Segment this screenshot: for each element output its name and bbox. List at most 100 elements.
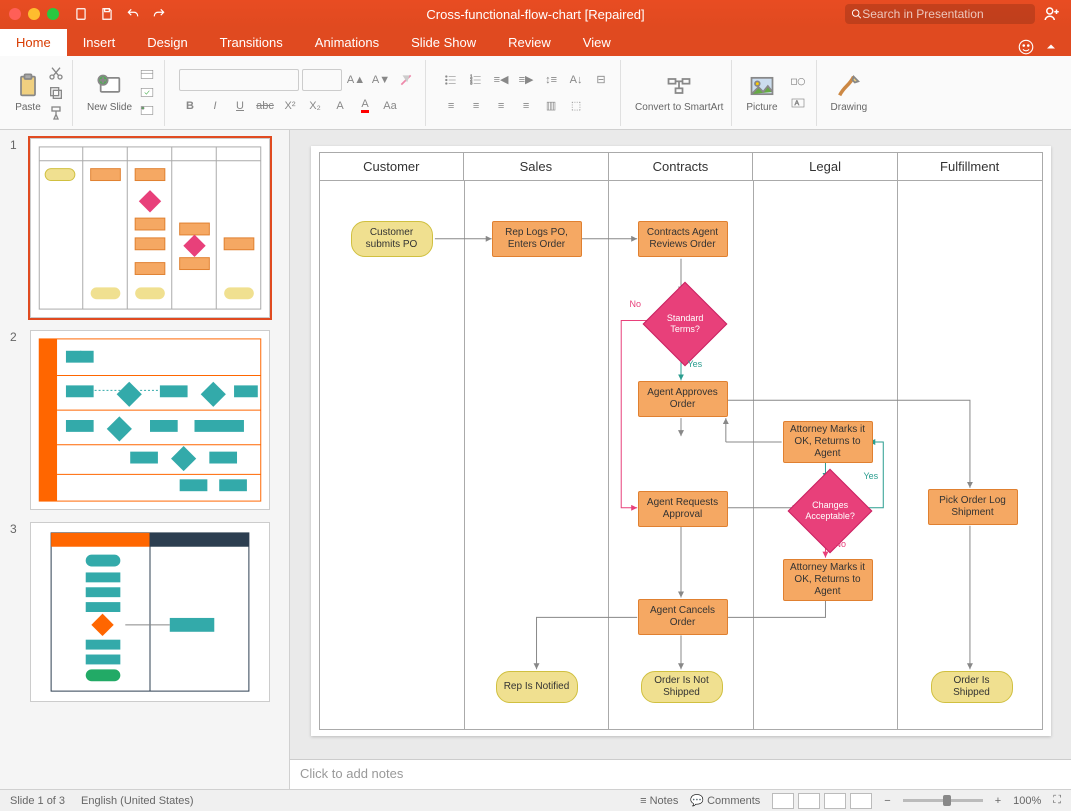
lane-header-sales[interactable]: Sales [464,153,609,180]
terminator-rep-notified[interactable]: Rep Is Notified [496,671,578,703]
lane-header-contracts[interactable]: Contracts [609,153,754,180]
new-slide-button[interactable]: + New Slide [87,72,132,113]
process-attorney-1[interactable]: Attorney Marks it OK, Returns to Agent [783,421,873,463]
comments-toggle[interactable]: 💬 Comments [690,794,760,807]
zoom-slider[interactable] [903,799,983,802]
font-color-button[interactable]: A [354,95,376,117]
decision-standard-terms[interactable]: Standard Terms? [642,282,727,367]
tab-view[interactable]: View [567,29,627,56]
tab-insert[interactable]: Insert [67,29,132,56]
change-case-button[interactable]: Aa [379,95,401,117]
indent-button[interactable]: ≡▶ [515,69,537,91]
slide-thumbnail-2[interactable] [30,330,270,510]
process-agent-cancel[interactable]: Agent Cancels Order [638,599,728,635]
search-box[interactable] [845,4,1035,24]
drawing-button[interactable]: Drawing [831,72,868,113]
thumbnail-rail: 1 [0,130,290,789]
grow-font-button[interactable]: A▲ [345,69,367,91]
textbox-icon[interactable]: A [788,95,808,111]
lane-header-customer[interactable]: Customer [320,153,465,180]
notes-toggle[interactable]: ≡ Notes [640,795,678,807]
tab-slide-show[interactable]: Slide Show [395,29,492,56]
numbering-button[interactable]: 123 [465,69,487,91]
smartart-inline-button[interactable]: ⬚ [565,95,587,117]
layout-icon[interactable] [138,68,156,82]
font-size-select[interactable] [302,69,342,91]
line-spacing-button[interactable]: ↕≡ [540,69,562,91]
normal-view-button[interactable] [772,793,794,809]
minimize-icon[interactable] [28,8,40,20]
smiley-icon[interactable] [1017,38,1035,56]
tab-animations[interactable]: Animations [299,29,395,56]
maximize-icon[interactable] [47,8,59,20]
shapes-icon[interactable] [788,75,808,91]
tab-design[interactable]: Design [131,29,203,56]
highlight-button[interactable]: A [329,95,351,117]
convert-smartart-button[interactable]: Convert to SmartArt [635,72,723,113]
paste-button[interactable]: Paste [14,72,42,113]
collapse-ribbon-icon[interactable] [1045,41,1057,53]
lane-header-fulfillment[interactable]: Fulfillment [898,153,1042,180]
search-input[interactable] [862,7,1029,21]
superscript-button[interactable]: X² [279,95,301,117]
terminator-customer-submits[interactable]: Customer submits PO [351,221,433,257]
slide-thumbnail-3[interactable] [30,522,270,702]
lane-header-legal[interactable]: Legal [753,153,898,180]
justify-button[interactable]: ≡ [515,95,537,117]
notes-pane[interactable]: Click to add notes [290,759,1071,789]
terminator-shipped[interactable]: Order Is Shipped [931,671,1013,703]
process-rep-logs[interactable]: Rep Logs PO, Enters Order [492,221,582,257]
bold-button[interactable]: B [179,95,201,117]
format-painter-icon[interactable] [48,105,64,121]
fit-to-window-button[interactable]: ⛶ [1053,794,1061,807]
align-right-button[interactable]: ≡ [490,95,512,117]
shrink-font-button[interactable]: A▼ [370,69,392,91]
close-icon[interactable] [9,8,21,20]
bullets-button[interactable] [440,69,462,91]
slideshow-view-button[interactable] [850,793,872,809]
undo-icon[interactable] [126,7,140,21]
workspace: 1 [0,130,1071,789]
decision-changes-acceptable[interactable]: Changes Acceptable? [787,469,872,554]
section-icon[interactable] [138,104,156,118]
slide-canvas[interactable]: CustomerSalesContractsLegalFulfillment [290,130,1071,759]
tab-transitions[interactable]: Transitions [204,29,299,56]
sorter-view-button[interactable] [798,793,820,809]
text-direction-button[interactable]: A↓ [565,69,587,91]
process-agent-request[interactable]: Agent Requests Approval [638,491,728,527]
picture-button[interactable]: Picture [746,72,777,113]
process-attorney-2[interactable]: Attorney Marks it OK, Returns to Agent [783,559,873,601]
redo-icon[interactable] [152,7,166,21]
process-agent-review[interactable]: Contracts Agent Reviews Order [638,221,728,257]
italic-button[interactable]: I [204,95,226,117]
font-family-select[interactable] [179,69,299,91]
align-center-button[interactable]: ≡ [465,95,487,117]
terminator-not-shipped[interactable]: Order Is Not Shipped [641,671,723,703]
outdent-button[interactable]: ≡◀ [490,69,512,91]
slide[interactable]: CustomerSalesContractsLegalFulfillment [311,146,1051,736]
zoom-level[interactable]: 100% [1013,795,1041,807]
zoom-in-button[interactable]: + [995,795,1001,807]
language-indicator[interactable]: English (United States) [81,795,194,807]
reset-icon[interactable] [138,86,156,100]
tab-review[interactable]: Review [492,29,567,56]
align-text-button[interactable]: ⊟ [590,69,612,91]
reading-view-button[interactable] [824,793,846,809]
subscript-button[interactable]: X₂ [304,95,326,117]
save-icon[interactable] [100,7,114,21]
tab-home[interactable]: Home [0,29,67,56]
file-icon[interactable] [74,7,88,21]
columns-button[interactable]: ▥ [540,95,562,117]
underline-button[interactable]: U [229,95,251,117]
cut-icon[interactable] [48,65,64,81]
process-pick-order[interactable]: Pick Order Log Shipment [928,489,1018,525]
strike-button[interactable]: abc [254,95,276,117]
clear-format-button[interactable] [395,69,417,91]
align-left-button[interactable]: ≡ [440,95,462,117]
slide-thumbnail-1[interactable] [30,138,270,318]
share-icon[interactable] [1043,5,1061,23]
edge-label-yes: Yes [864,471,879,481]
copy-icon[interactable] [48,85,64,101]
process-agent-approve[interactable]: Agent Approves Order [638,381,728,417]
zoom-out-button[interactable]: − [884,795,890,807]
